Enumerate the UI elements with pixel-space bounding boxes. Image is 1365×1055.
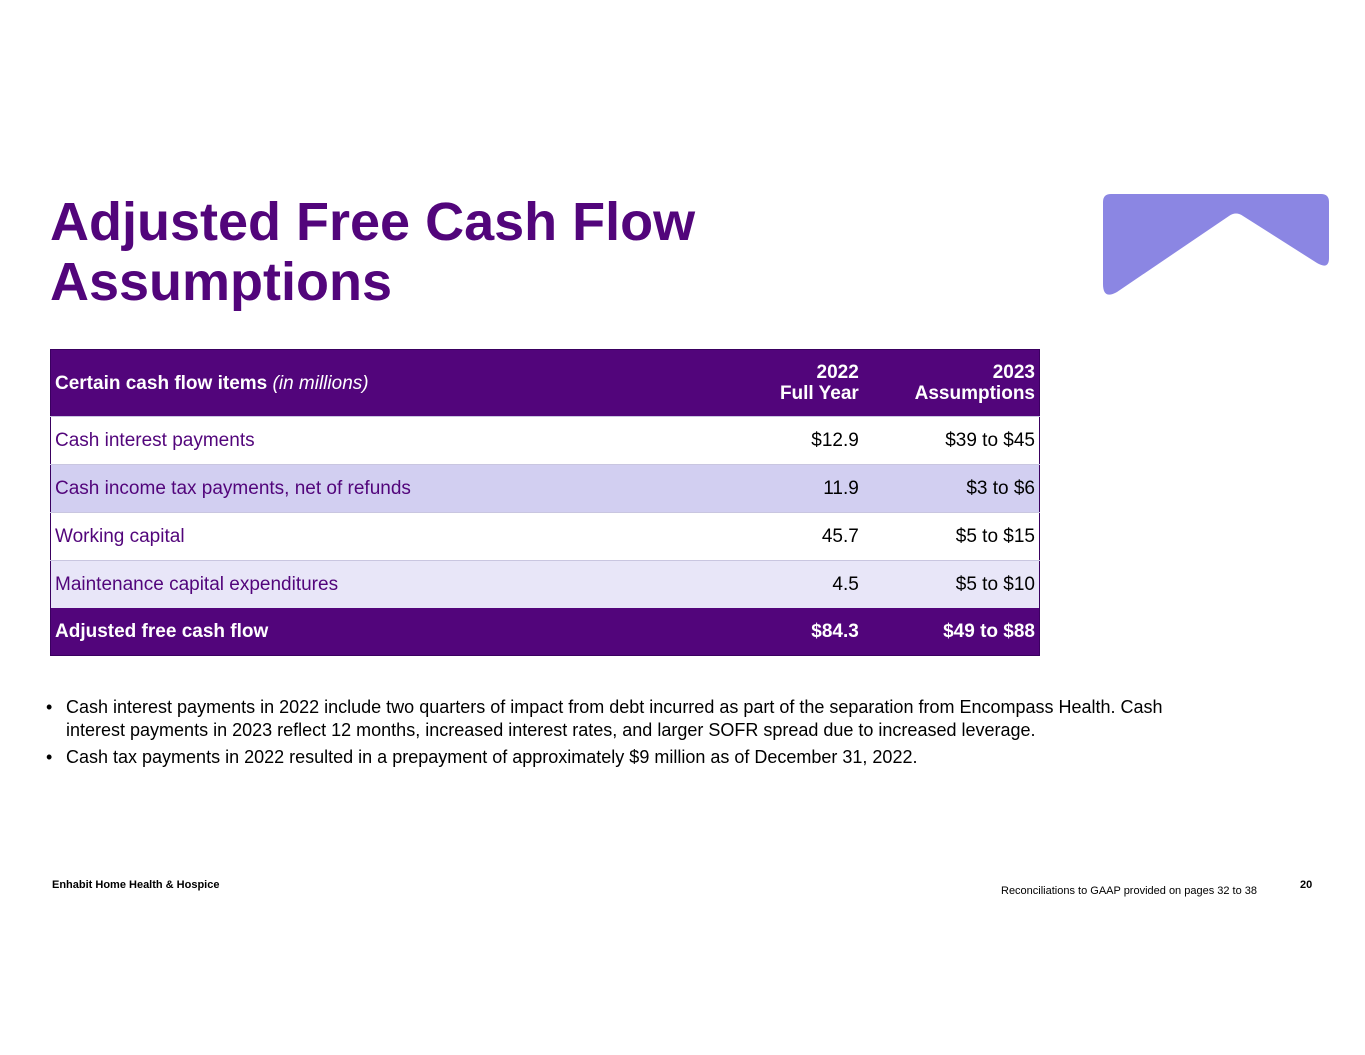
footer-note: Reconciliations to GAAP provided on page… bbox=[1001, 885, 1258, 897]
bullet-text: Cash interest payments in 2022 include t… bbox=[66, 697, 1163, 740]
total-2023-value: $49 to $88 bbox=[862, 608, 1040, 656]
cash-flow-table: Certain cash flow items (in millions) 20… bbox=[50, 349, 1040, 656]
header-2022-year: 2022 bbox=[816, 362, 859, 383]
row-2022-value: 11.9 bbox=[747, 464, 863, 513]
table-row: Cash interest payments $12.9 $39 to $45 bbox=[50, 416, 1040, 465]
total-2022-value: $84.3 bbox=[747, 608, 863, 656]
title-line-2: Assumptions bbox=[50, 252, 393, 312]
row-label: Cash interest payments bbox=[50, 416, 748, 465]
footnote-bullets: • Cash interest payments in 2022 include… bbox=[46, 696, 1206, 773]
page-number: 20 bbox=[1300, 879, 1313, 891]
row-2023-value: $5 to $15 bbox=[862, 512, 1040, 561]
row-2023-value: $39 to $45 bbox=[862, 416, 1040, 465]
row-2022-value: 45.7 bbox=[747, 512, 863, 561]
table-row: Cash income tax payments, net of refunds… bbox=[50, 464, 1040, 513]
bullet-dot: • bbox=[46, 747, 53, 767]
bullet-item: • Cash interest payments in 2022 include… bbox=[46, 696, 1206, 742]
table-total-row: Adjusted free cash flow $84.3 $49 to $88 bbox=[50, 608, 1040, 656]
row-2023-value: $3 to $6 bbox=[862, 464, 1040, 513]
header-2023-sub: Assumptions bbox=[914, 383, 1035, 404]
header-unit: (in millions) bbox=[272, 372, 369, 394]
header-2022: 2022 Full Year bbox=[747, 349, 863, 417]
title-line-1: Adjusted Free Cash Flow bbox=[50, 192, 696, 252]
footer-company: Enhabit Home Health & Hospice bbox=[52, 879, 220, 891]
bullet-item: • Cash tax payments in 2022 resulted in … bbox=[46, 746, 1206, 769]
bullet-dot: • bbox=[46, 697, 53, 717]
table-header-row: Certain cash flow items (in millions) 20… bbox=[50, 349, 1040, 417]
header-2023: 2023 Assumptions bbox=[862, 349, 1040, 417]
total-label: Adjusted free cash flow bbox=[50, 608, 748, 656]
bullet-text: Cash tax payments in 2022 resulted in a … bbox=[66, 747, 918, 767]
header-2022-sub: Full Year bbox=[779, 383, 859, 404]
chevron-up-badge-icon bbox=[1103, 194, 1329, 295]
header-2023-year: 2023 bbox=[992, 362, 1035, 383]
table-row: Maintenance capital expenditures 4.5 $5 … bbox=[50, 560, 1040, 608]
header-label: Certain cash flow items bbox=[55, 372, 268, 394]
row-2022-value: 4.5 bbox=[747, 560, 863, 608]
row-label: Working capital bbox=[50, 512, 748, 561]
row-2022-value: $12.9 bbox=[747, 416, 863, 465]
header-label-cell: Certain cash flow items (in millions) bbox=[50, 349, 748, 417]
row-label: Maintenance capital expenditures bbox=[50, 560, 748, 608]
row-2023-value: $5 to $10 bbox=[862, 560, 1040, 608]
table-row: Working capital 45.7 $5 to $15 bbox=[50, 512, 1040, 561]
page-title: Adjusted Free Cash Flow Assumptions bbox=[50, 192, 695, 312]
row-label: Cash income tax payments, net of refunds bbox=[50, 464, 748, 513]
